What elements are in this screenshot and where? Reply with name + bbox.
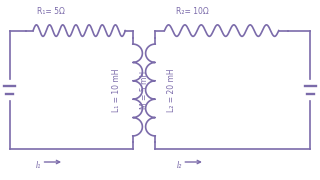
Text: I₁: I₁ <box>36 161 41 170</box>
Text: R₁= 5Ω: R₁= 5Ω <box>37 7 65 16</box>
Text: L₁ = 10 mH: L₁ = 10 mH <box>112 68 121 112</box>
Text: M = 5 mH: M = 5 mH <box>140 71 149 109</box>
Text: L₂ = 20 mH: L₂ = 20 mH <box>167 68 176 112</box>
Text: R₂= 10Ω: R₂= 10Ω <box>176 7 208 16</box>
Text: I₂: I₂ <box>177 161 182 170</box>
